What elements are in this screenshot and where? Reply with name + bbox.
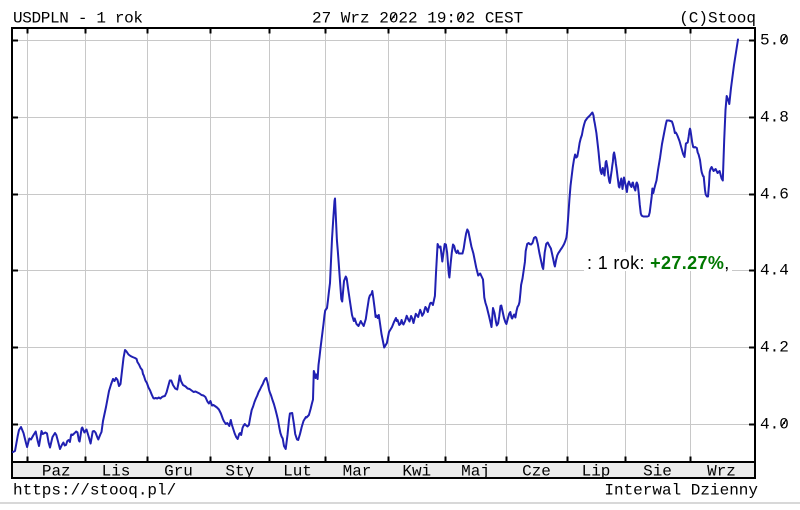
svg-text:Cze: Cze (522, 463, 551, 481)
svg-text:Gru: Gru (164, 463, 193, 481)
svg-text:Paz: Paz (42, 463, 71, 481)
svg-text:Sty: Sty (225, 463, 254, 481)
svg-text:Sie: Sie (643, 463, 672, 481)
svg-text:Lip: Lip (582, 463, 611, 481)
svg-text:27 Wrz 2022 19:02 CEST: 27 Wrz 2022 19:02 CEST (312, 10, 523, 28)
svg-text:Lut: Lut (283, 463, 312, 481)
svg-text:4.6: 4.6 (760, 186, 789, 204)
svg-text:(C)Stooq: (C)Stooq (679, 10, 756, 28)
svg-text:4.8: 4.8 (760, 109, 789, 127)
svg-text:Lis: Lis (102, 463, 131, 481)
svg-text:5.0: 5.0 (760, 32, 789, 50)
svg-text:: 1 rok: +27.27%,: : 1 rok: +27.27%, (587, 253, 730, 273)
svg-text:Maj: Maj (461, 463, 490, 481)
svg-text:Mar: Mar (343, 463, 372, 481)
svg-text:4.2: 4.2 (760, 339, 789, 357)
svg-text:Kwi: Kwi (402, 463, 431, 481)
svg-text:https://stooq.pl/: https://stooq.pl/ (13, 482, 176, 500)
svg-text:Wrz: Wrz (707, 463, 736, 481)
svg-text:4.4: 4.4 (760, 262, 789, 280)
svg-text:4.0: 4.0 (760, 416, 789, 434)
svg-text:Interwal Dzienny: Interwal Dzienny (604, 482, 758, 500)
svg-text:USDPLN - 1 rok: USDPLN - 1 rok (13, 10, 143, 28)
